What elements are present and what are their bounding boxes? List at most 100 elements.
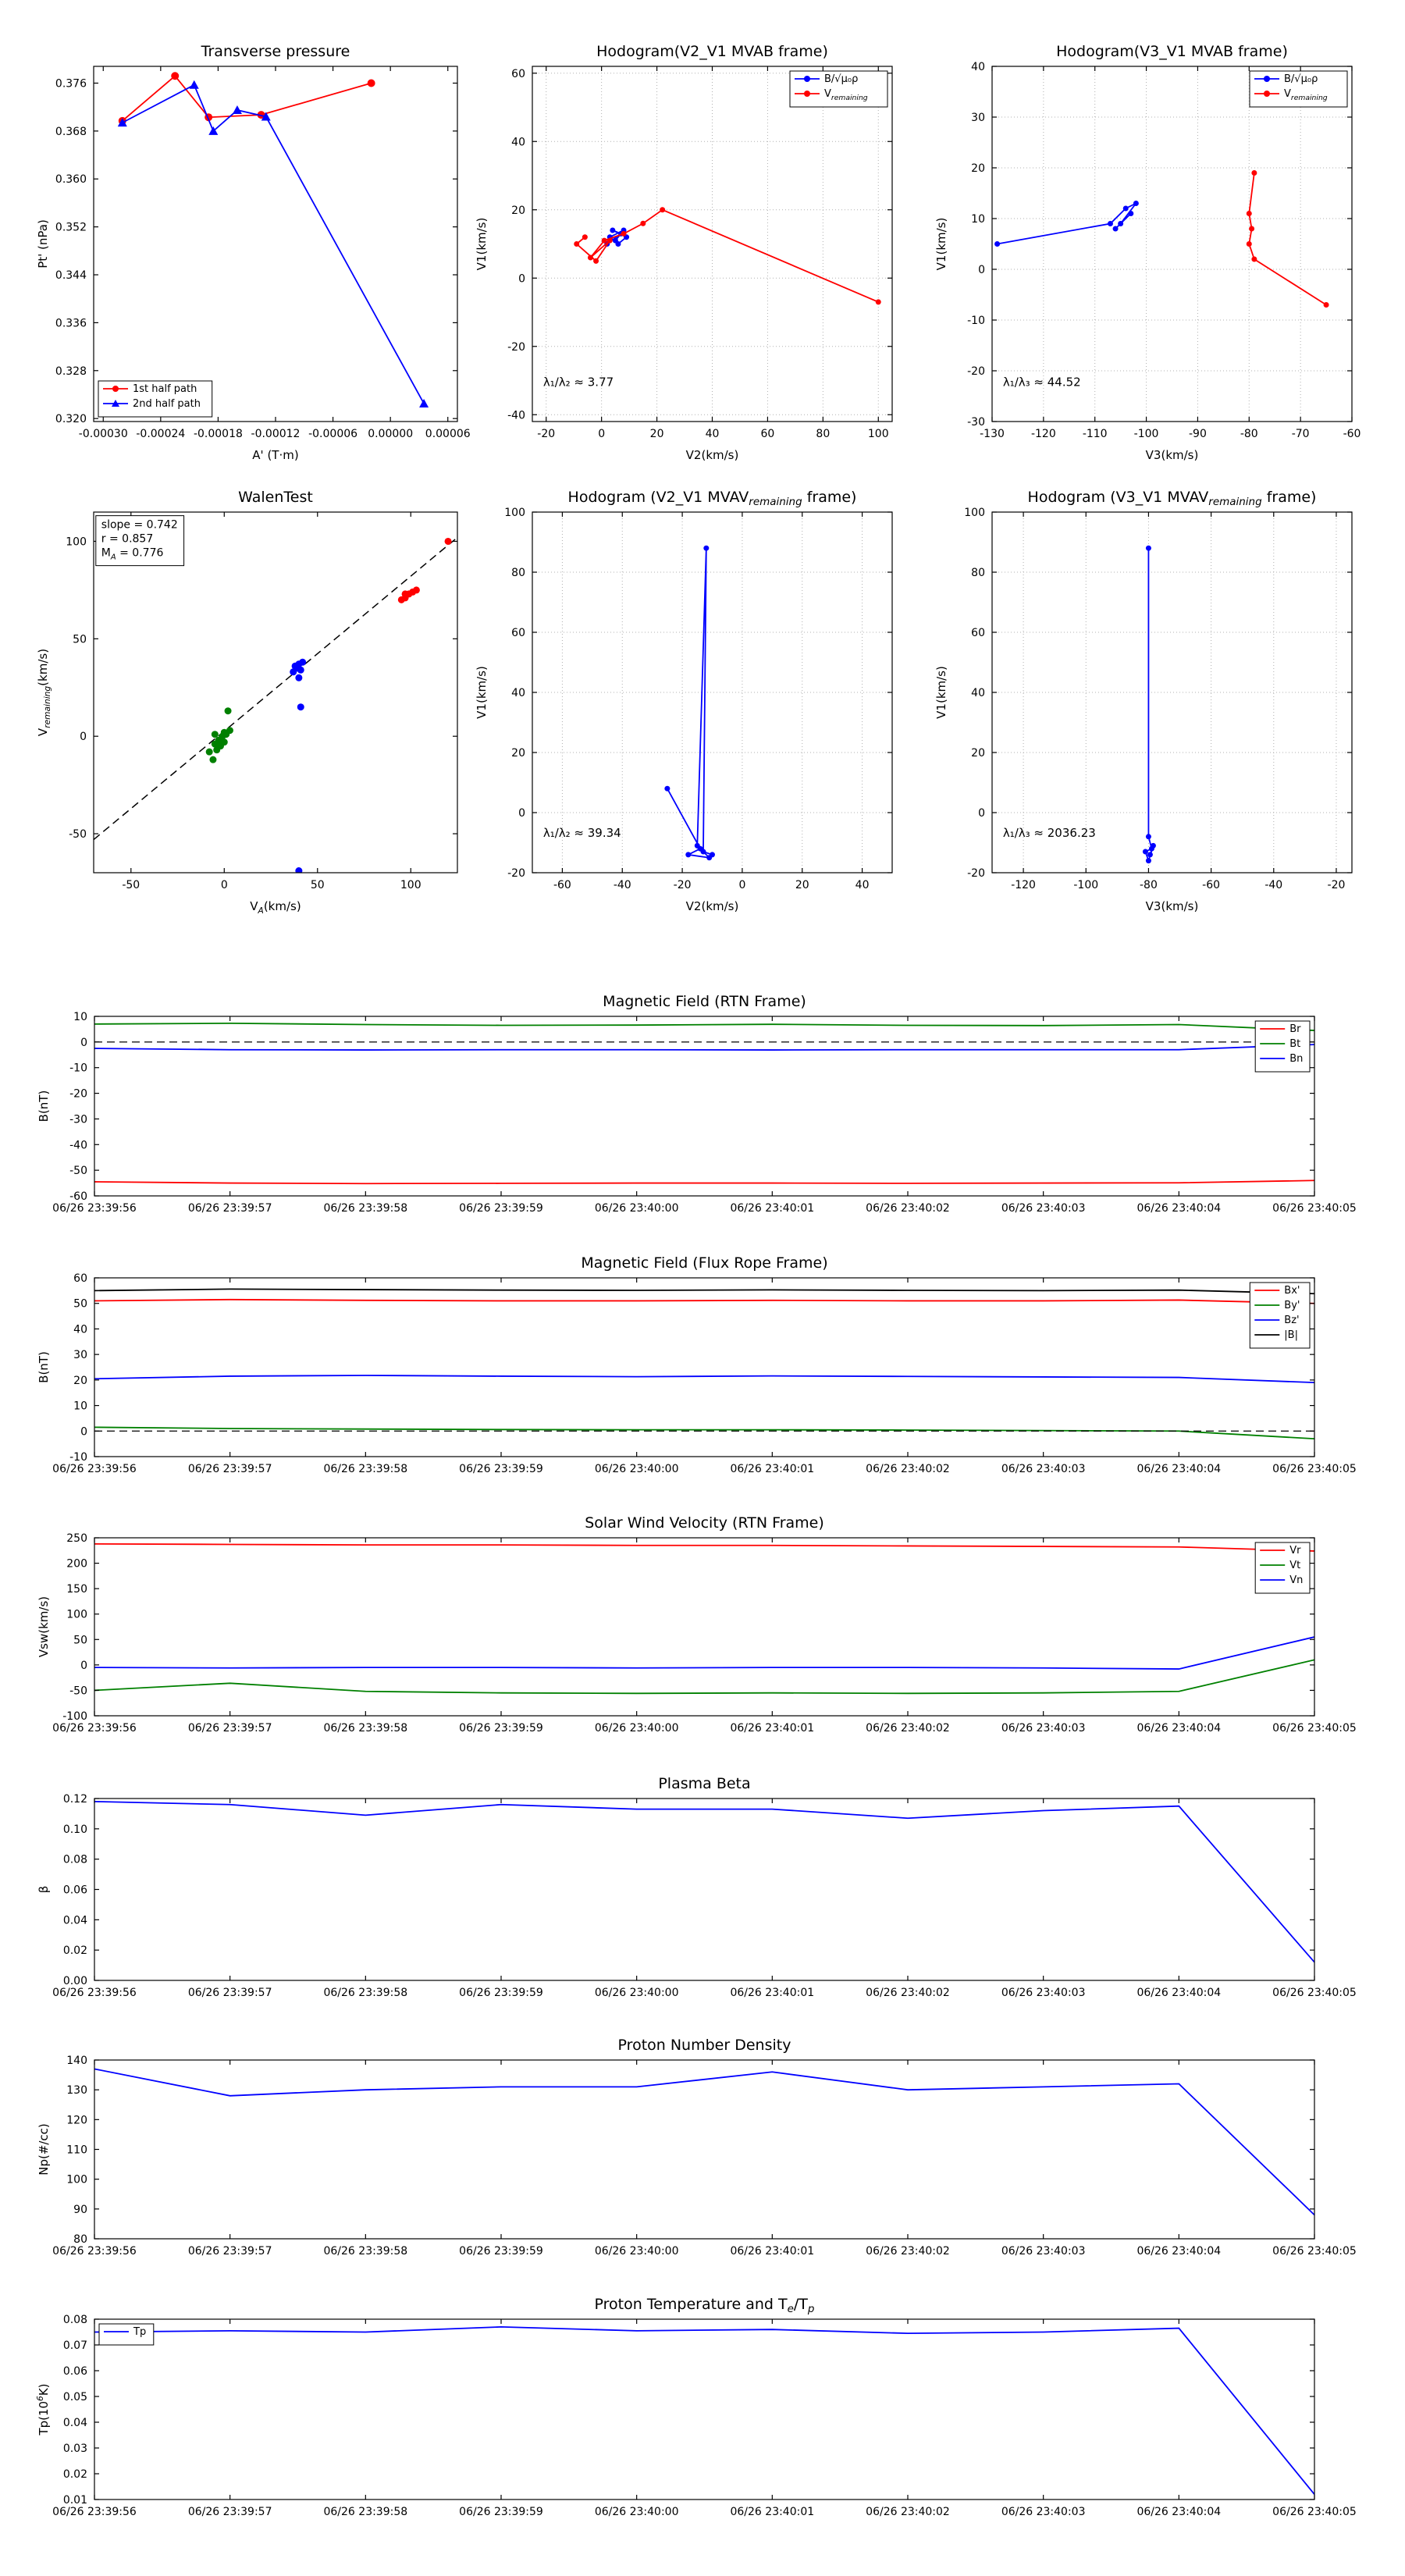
x-tick-label: 06/26 23:40:05 xyxy=(1272,1202,1357,1215)
x-tick-label: 0 xyxy=(598,428,605,440)
y-tick-label: 110 xyxy=(66,2144,87,2157)
y-tick-label: 0.368 xyxy=(55,126,87,138)
x-tick-label: 06/26 23:40:00 xyxy=(595,2506,679,2518)
x-tick-label: -40 xyxy=(614,879,631,891)
y-tick-label: 200 xyxy=(66,1558,87,1571)
x-tick-label: 06/26 23:39:58 xyxy=(323,1987,407,1999)
x-tick-label: 06/26 23:40:03 xyxy=(1001,2245,1086,2258)
y-tick-label: -60 xyxy=(69,1190,87,1203)
x-tick-label: 06/26 23:40:03 xyxy=(1001,1722,1086,1735)
x-tick-label: 06/26 23:40:05 xyxy=(1272,1987,1357,1999)
x-tick-label: 06/26 23:40:01 xyxy=(730,1987,814,1999)
x-tick-label: 06/26 23:40:00 xyxy=(595,1202,679,1215)
y-tick-label: 100 xyxy=(66,535,87,548)
annotation: λ₁/λ₂ ≈ 3.77 xyxy=(543,375,614,390)
legend-label: 1st half path xyxy=(133,383,197,395)
legend: B/√μ₀ρ Vremaining xyxy=(1249,70,1348,108)
x-axis-label: V2(km/s) xyxy=(686,448,739,462)
x-tick-label: 06/26 23:40:04 xyxy=(1136,1987,1221,1999)
x-tick-label: 06/26 23:39:56 xyxy=(52,2506,137,2518)
x-tick-label: 06/26 23:40:00 xyxy=(595,2245,679,2258)
chart-title: Proton Temperature and Te/Tp xyxy=(595,2296,815,2315)
y-tick-label: -50 xyxy=(69,1685,87,1697)
series-line xyxy=(1142,545,1156,864)
y-tick-label: 100 xyxy=(66,2174,87,2186)
y-tick-label: 40 xyxy=(511,136,525,148)
x-tick-label: -100 xyxy=(1073,879,1098,891)
y-tick-label: 20 xyxy=(511,747,525,760)
series-V_{remaining} xyxy=(1246,170,1329,308)
y-tick-label: 0 xyxy=(518,807,525,820)
x-tick-label: -20 xyxy=(537,428,555,440)
series-Bn xyxy=(94,1044,1314,1051)
chart-hodogram-v2v1-mvav: -60 -40 -20 0 20 40 -20 0 20 40 60 80 100 Hodogram (V… xyxy=(475,489,893,913)
x-axis-label: V3(km/s) xyxy=(1146,899,1199,913)
legend-label: B/√μ₀ρ xyxy=(824,73,858,85)
y-tick-label: 60 xyxy=(73,1272,87,1285)
y-tick-label: 0 xyxy=(80,731,87,743)
chart-hodogram-v2v1-mvab: -20 0 20 40 60 80 100 -40 -20 0 20 40 60 Hodogram(V2_… xyxy=(475,43,893,462)
chart-title: Solar Wind Velocity (RTN Frame) xyxy=(585,1514,824,1532)
chart-proton-temp: 06/26 23:39:56 06/26 23:39:57 06/26 23:39:… xyxy=(35,2296,1357,2518)
series-|B| xyxy=(94,1288,1314,1295)
plot-area xyxy=(574,207,881,305)
annotation-line: r = 0.857 xyxy=(101,533,153,546)
x-tick-label: -60 xyxy=(1202,879,1220,891)
x-tick-label: 06/26 23:39:57 xyxy=(188,1722,272,1735)
y-tick-label: 40 xyxy=(971,687,985,699)
legend-label: Br xyxy=(1289,1023,1301,1035)
y-tick-label: 80 xyxy=(73,2233,87,2246)
y-tick-label: 150 xyxy=(66,1583,87,1596)
y-tick-label: 40 xyxy=(73,1323,87,1336)
x-tick-label: -80 xyxy=(1240,428,1258,440)
y-tick-label: 140 xyxy=(66,2055,87,2067)
x-tick-label: 06/26 23:39:58 xyxy=(323,1463,407,1475)
x-tick-label: -130 xyxy=(980,428,1005,440)
x-tick-label: 06/26 23:40:02 xyxy=(866,2245,950,2258)
x-tick-label: 06/26 23:39:57 xyxy=(188,2506,272,2518)
x-tick-label: 06/26 23:40:01 xyxy=(730,2245,814,2258)
legend-label: Vremaining xyxy=(824,88,868,102)
series-Br xyxy=(94,1179,1314,1185)
y-axis-label: V1(km/s) xyxy=(475,218,489,271)
legend-label: Vremaining xyxy=(1284,88,1328,102)
x-tick-label: 06/26 23:39:56 xyxy=(52,1463,137,1475)
y-tick-label: 10 xyxy=(73,1400,87,1413)
x-axis-label: VA(km/s) xyxy=(250,899,301,916)
x-tick-label: 06/26 23:39:59 xyxy=(459,2245,543,2258)
chart-hodogram-v3v1-mvav: -120 -100 -80 -60 -40 -20 -20 0 20 40 60 80 100 Hodog… xyxy=(934,489,1353,913)
y-axis-label: Np(#/cc) xyxy=(37,2123,51,2176)
y-axis-label: V1(km/s) xyxy=(934,218,948,271)
y-tick-label: 0.07 xyxy=(63,2339,87,2352)
y-tick-label: 60 xyxy=(971,627,985,639)
y-tick-label: 10 xyxy=(73,1011,87,1023)
x-tick-label: 06/26 23:39:56 xyxy=(52,1202,137,1215)
x-tick-label: -60 xyxy=(553,879,571,891)
y-tick-label: 40 xyxy=(971,61,985,73)
x-tick-label: 06/26 23:40:04 xyxy=(1136,2506,1221,2518)
x-tick-label: 06/26 23:39:58 xyxy=(323,1202,407,1215)
x-tick-label: 06/26 23:40:00 xyxy=(595,1987,679,1999)
y-tick-label: -30 xyxy=(69,1113,87,1126)
series-line xyxy=(664,545,715,861)
y-tick-label: 50 xyxy=(73,1634,87,1646)
x-tick-label: 06/26 23:40:02 xyxy=(866,1722,950,1735)
x-tick-label: 06/26 23:40:01 xyxy=(730,1722,814,1735)
x-tick-label: 20 xyxy=(795,879,809,891)
x-tick-label: 40 xyxy=(855,879,870,891)
x-tick-label: 06/26 23:39:56 xyxy=(52,2245,137,2258)
x-tick-label: 06/26 23:39:57 xyxy=(188,2245,272,2258)
x-tick-label: -90 xyxy=(1189,428,1207,440)
series-Bt xyxy=(94,1022,1314,1031)
x-tick-label: 06/26 23:39:58 xyxy=(323,2506,407,2518)
y-tick-label: 0.02 xyxy=(63,2468,87,2481)
y-axis-label: B(nT) xyxy=(37,1091,51,1123)
x-tick-label: 06/26 23:40:04 xyxy=(1136,1202,1221,1215)
series-Vt xyxy=(94,1659,1314,1695)
y-tick-label: -20 xyxy=(507,867,525,880)
legend: B/√μ₀ρ Vremaining xyxy=(789,70,888,108)
x-tick-label: 06/26 23:40:01 xyxy=(730,2506,814,2518)
y-tick-label: 0.04 xyxy=(63,2417,87,2429)
chart-proton-density: 06/26 23:39:56 06/26 23:39:57 06/26 23:39:… xyxy=(37,2037,1357,2258)
